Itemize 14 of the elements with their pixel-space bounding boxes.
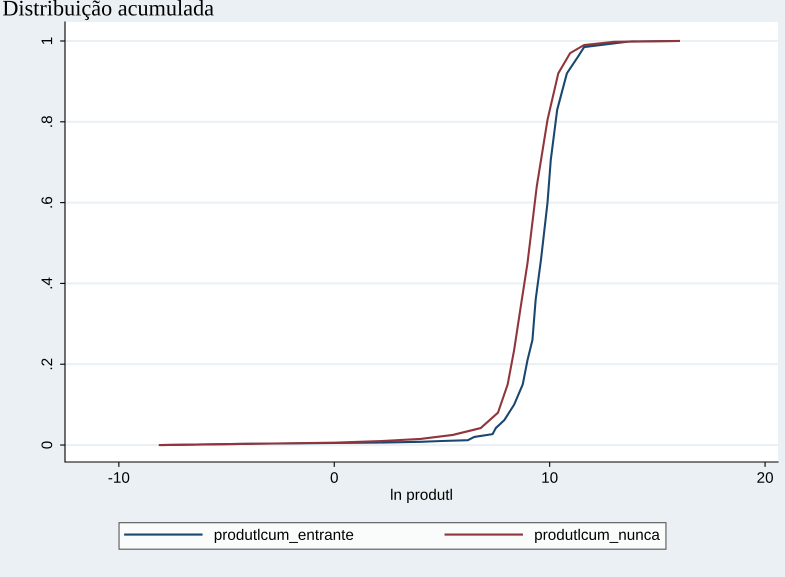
- x-tick-label: 20: [757, 472, 773, 483]
- y-tick-label: .2: [41, 358, 52, 370]
- y-tick-label: 0: [41, 441, 52, 449]
- y-tick-label: 1: [42, 37, 52, 44]
- chart-title: Distribuição acumulada: [2, 0, 214, 20]
- y-tick-label: .8: [41, 116, 52, 127]
- x-tick-label: 0: [330, 472, 338, 483]
- y-tick-label: .6: [41, 196, 52, 208]
- legend-label: produtlcum_entrante: [214, 528, 354, 544]
- x-tick-label: 10: [542, 472, 558, 483]
- y-tick-label: .4: [42, 277, 52, 288]
- legend-label: produtlcum_nunca: [535, 528, 660, 544]
- x-axis-title: ln produtl: [391, 488, 452, 503]
- x-tick-label: -10: [108, 472, 130, 483]
